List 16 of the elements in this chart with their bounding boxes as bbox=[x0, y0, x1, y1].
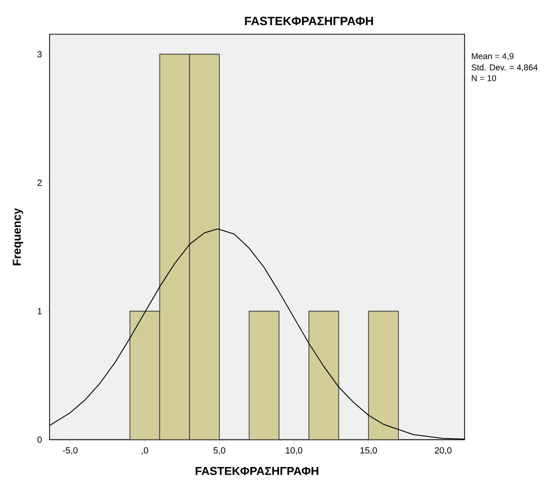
text: N = 10 bbox=[472, 75, 496, 82]
x-tick-label: 10,0 bbox=[286, 447, 302, 455]
y-tick-label: 2 bbox=[38, 180, 42, 186]
x-tick-label: 5,0 bbox=[213, 447, 226, 455]
x-tick-label: -5,0 bbox=[62, 447, 78, 455]
y-tick-label: 1 bbox=[38, 308, 42, 314]
y-tick-label: 3 bbox=[37, 51, 42, 58]
x-tick-label: 20,0 bbox=[434, 447, 452, 455]
x-tick-label: ,0 bbox=[142, 447, 148, 455]
y-tick-label: 0 bbox=[37, 436, 42, 443]
x-axis-title: FASTEKΦΡΑΣΗΓΡΑΦΗ bbox=[196, 466, 318, 476]
x-tick-label: 15,0 bbox=[360, 447, 377, 455]
text: Mean = 4,9 bbox=[472, 53, 514, 60]
text: Std. Dev. = 4,864 bbox=[472, 64, 538, 72]
chart-title: FASTEKΦΡΑΣΗΓΡΑΦΗ bbox=[245, 16, 373, 26]
y-axis-title: Frequency bbox=[12, 208, 24, 266]
